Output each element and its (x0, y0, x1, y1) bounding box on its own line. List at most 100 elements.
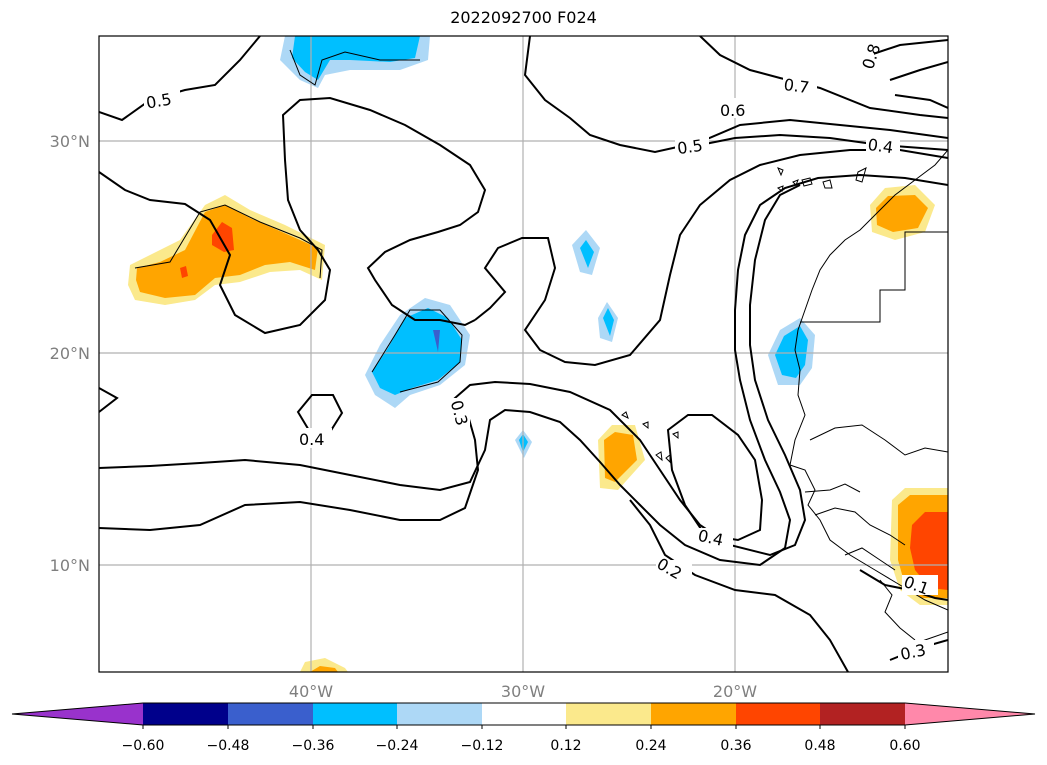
colorbar-bin-9 (820, 703, 905, 725)
contour-label-0.4-ne: 0.4 (867, 135, 895, 157)
colorbar-ticks (142, 725, 906, 729)
contour-label-0.5-nw: 0.5 (145, 89, 173, 112)
contour-label-bg (144, 88, 180, 108)
contour-0.3-central (474, 149, 948, 367)
shade-yellow-south (300, 658, 348, 672)
border-liberia (879, 579, 916, 641)
shade-red-west (212, 222, 234, 252)
coastline-canary-e (855, 167, 867, 183)
contour-label-bg (898, 640, 934, 660)
colorbar-bin-5 (482, 703, 566, 725)
coastline-canary-c (801, 177, 813, 187)
contour-label-bg (866, 135, 900, 155)
colorbar-tick-label: −0.36 (292, 738, 335, 754)
outline-blue-north (289, 49, 420, 86)
contour-label-bg (296, 428, 332, 448)
lat-axis-labels: 30°N 20°N 10°N (50, 132, 90, 575)
contour-0.4-inner (666, 414, 764, 542)
lon-label-30w: 30°W (501, 682, 545, 701)
contour-label-bg (656, 560, 692, 582)
colorbar-extend-high (905, 703, 1035, 725)
contour-label-0.5: 0.5 (676, 136, 704, 158)
coastline-africa-west (789, 149, 948, 611)
lat-label-30n: 30°N (50, 132, 90, 151)
colorbar-tick-label: −0.60 (122, 738, 165, 754)
contour-label-bg (783, 75, 817, 95)
lon-axis-labels: 40°W 30°W 20°W (289, 682, 757, 701)
contour-label-0.6: 0.6 (720, 101, 745, 120)
contour-label-0.4-inner: 0.4 (696, 526, 725, 550)
contour-0.5-nw (99, 36, 261, 122)
coastline-cape-verde-b (642, 421, 649, 430)
border-gambia (804, 483, 861, 493)
contour-label-0.3-se: 0.3 (899, 640, 928, 664)
coastline-cape-verde-c (672, 431, 679, 440)
contour-label-bg (718, 98, 752, 118)
colorbar-bin-7 (651, 703, 736, 725)
contour-0.4-long (99, 173, 948, 567)
colorbar-bin-1 (143, 703, 228, 725)
contour-label-bg (697, 528, 733, 548)
outline-orange-west (134, 204, 323, 279)
coastline-cape-verde-a (621, 411, 629, 419)
map-plot-area: 0.5 0.6 0.7 0.8 0.5 0.4 0.3 0.4 0.4 0.2 … (99, 36, 948, 672)
colorbar-tick-label: 0.48 (804, 738, 835, 754)
shade-red-west-dot (180, 266, 188, 278)
contour-label-bg (852, 42, 874, 76)
contour-0.4-west (99, 387, 119, 413)
shade-blue-cell-b-inner (603, 308, 614, 336)
border-western-sahara (800, 231, 948, 323)
border-sierra-leone (844, 547, 896, 571)
map-title: 2022092700 F024 (450, 8, 597, 27)
border-sahel (809, 424, 948, 456)
colorbar-bin-4 (397, 703, 482, 725)
contour-0.2 (629, 499, 849, 672)
coastline-canary-d (822, 179, 833, 189)
shade-blue-north-inner (292, 36, 420, 80)
coastline-canary-b (792, 179, 799, 186)
shade-orange-south (310, 666, 338, 672)
colorbar-tick-label: 0.12 (550, 738, 581, 754)
colorbar-bin-8 (736, 703, 820, 725)
contour-label-bg (902, 575, 938, 595)
colorbar-tick-label: 0.60 (889, 738, 920, 754)
contour-label-bg (448, 398, 470, 434)
contour-0.6-to-0.3-west (99, 96, 487, 335)
contour-0.8 (869, 39, 948, 56)
colorbar-tick-label: −0.12 (461, 738, 504, 754)
map-frame (98, 35, 949, 673)
contour-label-0.4-ring: 0.4 (299, 430, 324, 449)
coastline-canary-a (777, 167, 784, 177)
contour-0.8-b (889, 61, 948, 81)
lon-label-20w: 20°W (713, 682, 757, 701)
border-guinea (814, 507, 906, 546)
lat-label-20n: 20°N (50, 344, 90, 363)
gridlines (99, 36, 948, 672)
contour-0.6 (523, 36, 948, 154)
coastlines (134, 49, 948, 649)
shade-orange-ne (876, 195, 928, 232)
shade-blue-cell-a-inner (580, 240, 594, 268)
colorbar-tick-label: −0.48 (207, 738, 250, 754)
colorbar-extend-low (12, 703, 143, 725)
shade-orange-15n (604, 432, 637, 482)
colorbar-bin-3 (313, 703, 397, 725)
lon-label-40w: 40°W (289, 682, 333, 701)
colorbar-bin-6 (566, 703, 651, 725)
coastline-cape-verde-d (655, 451, 663, 462)
lat-label-10n: 10°N (50, 556, 90, 575)
contour-label-bg (675, 135, 709, 155)
colorbar-tick-label: −0.24 (376, 738, 419, 754)
contour-0.3-long (99, 184, 807, 557)
shade-red-se (910, 512, 948, 590)
colorbar-tick-label: 0.36 (720, 738, 751, 754)
contour-0.8-c (894, 94, 948, 109)
shade-blue-central-inner (372, 308, 462, 395)
shade-blue-central-dark (433, 330, 440, 352)
contour-label-0.7: 0.7 (783, 75, 811, 97)
shade-blue-coast-inner (775, 326, 808, 378)
colorbar: −0.60 −0.48 −0.36 −0.24 −0.12 0.12 0.24 … (11, 702, 1036, 754)
colorbar-tick-label: 0.24 (635, 738, 666, 754)
colorbar-bin-2 (228, 703, 313, 725)
